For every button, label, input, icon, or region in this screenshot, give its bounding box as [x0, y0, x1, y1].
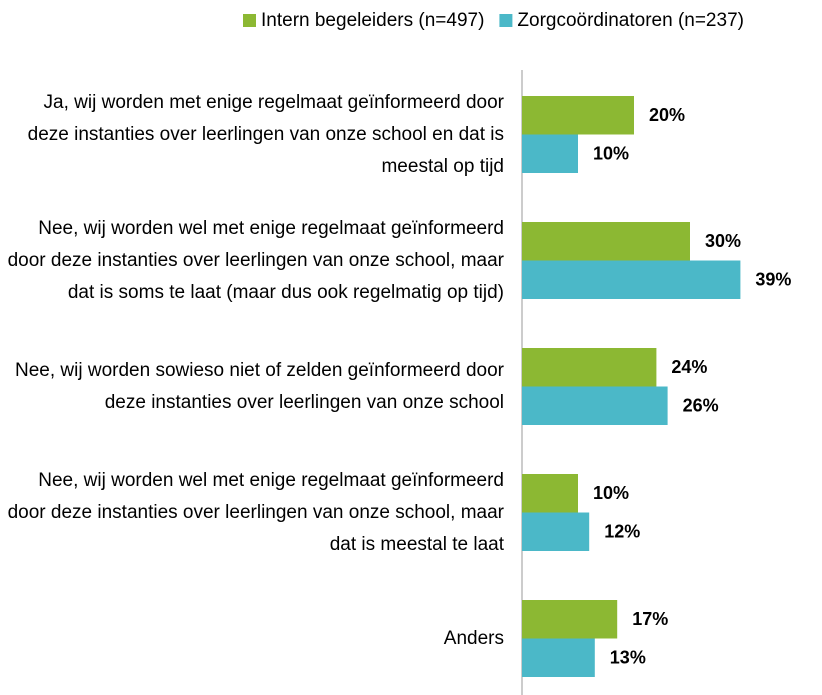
value-label: 13%: [610, 648, 646, 668]
category-label: Ja, wij worden met enige regelmaat geïnf…: [0, 72, 504, 198]
value-label: 39%: [755, 270, 791, 290]
legend-label: Zorgcoördinatoren (n=237): [517, 10, 744, 31]
category-label: Nee, wij worden wel met enige regelmaat …: [0, 198, 504, 324]
value-label: 26%: [683, 396, 719, 416]
category-text: Nee, wij worden sowieso niet of zelden g…: [15, 359, 504, 413]
value-label: 10%: [593, 144, 629, 164]
bar: [522, 638, 595, 677]
category-text: Anders: [443, 627, 504, 649]
category-text: Nee, wij worden wel met enige regelmaat …: [7, 469, 504, 555]
legend-label: Intern begeleiders (n=497): [261, 10, 484, 31]
bar: [522, 600, 618, 639]
legend-swatch: [499, 14, 513, 27]
value-label: 20%: [649, 105, 685, 125]
bar: [522, 386, 668, 425]
value-label: 30%: [705, 231, 741, 251]
bar: [522, 222, 690, 261]
bar: [522, 348, 657, 387]
bar: [522, 260, 741, 299]
value-label: 24%: [671, 357, 707, 377]
value-label: 10%: [593, 483, 629, 503]
category-label: Nee, wij worden sowieso niet of zelden g…: [0, 324, 504, 450]
bar: [522, 134, 578, 173]
value-label: 12%: [604, 522, 640, 542]
bar: [522, 512, 590, 551]
category-label: Anders: [0, 576, 504, 695]
category-text: Ja, wij worden met enige regelmaat geïnf…: [27, 91, 504, 177]
bar: [522, 474, 578, 513]
category-text: Nee, wij worden wel met enige regelmaat …: [7, 217, 504, 303]
category-label: Nee, wij worden wel met enige regelmaat …: [0, 450, 504, 576]
legend-swatch: [243, 14, 256, 27]
value-label: 17%: [632, 609, 668, 629]
bar: [522, 96, 634, 135]
